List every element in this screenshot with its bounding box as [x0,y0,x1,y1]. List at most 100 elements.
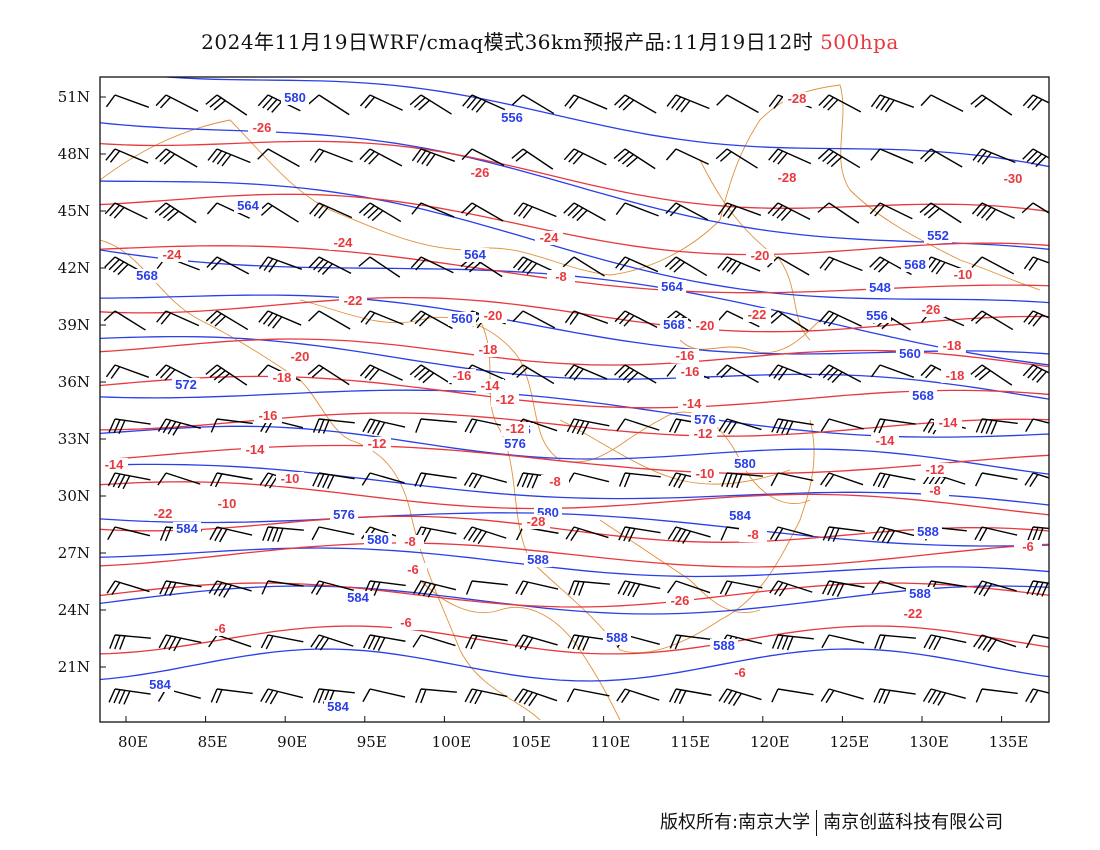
longitude-axis: 80E 85E 90E 95E 100E 105E 110E 115E 120E 125E 130E… [118,716,1028,751]
height-contour [159,77,1049,168]
lat-tick-label: 27N [58,544,90,562]
temperature-label: -26 [922,302,941,317]
height-label-bg [710,639,738,653]
temperature-contour-labels: -26-28-30-28-26-24-24-24-22-22-20-20-20-… [100,91,1042,680]
temperature-label: -24 [163,247,183,262]
temp-label-bg [213,497,241,511]
temperature-contour [100,338,1049,368]
wind-barb [563,202,606,222]
wind-barb [870,148,914,164]
wind-barb [511,364,555,385]
wind-barb [511,148,554,170]
wind-barb [312,418,355,434]
temperature-label: -10 [218,496,237,511]
temp-label-bg [678,397,706,411]
height-label-bg [448,312,476,326]
height-label: 564 [464,247,486,262]
wind-barb [873,418,916,434]
wind-barb [818,310,862,327]
height-label-bg [914,525,942,539]
temperature-label: -12 [496,392,515,407]
wind-barb [718,688,762,706]
wind-barb [307,364,350,386]
wind-barb [206,202,250,219]
height-label-bg [524,553,552,567]
temp-label-bg [676,365,704,379]
temperature-label: -8 [747,527,759,542]
temperature-contour [100,193,1049,256]
temp-label-bg [522,515,550,529]
wind-barb [822,526,865,542]
height-label: 560 [451,311,473,326]
wind-barb [412,634,456,648]
height-label: 568 [912,388,934,403]
wind-barb [669,634,712,650]
wind-barb [818,364,862,384]
temperature-label: -20 [291,349,310,364]
temp-label-bg [399,563,427,577]
wind-barb [358,256,401,278]
temp-label-bg [491,393,519,407]
wind-barb [157,418,201,436]
temp-label-bg [921,484,949,498]
wind-barb [771,418,814,435]
wind-barb [618,472,661,488]
wind-barb [258,310,302,329]
lon-tick-label: 90E [277,733,307,751]
boundary-line [299,299,811,504]
wind-barb [310,634,354,651]
wind-barb [820,472,864,487]
lat-tick-label: 39N [58,316,90,334]
wind-barb [411,148,456,167]
temperature-label: -8 [555,269,567,284]
wind-barb [972,148,1016,165]
wind-barb [616,688,660,704]
height-label-bg [691,413,719,427]
height-label: 588 [606,630,628,645]
temp-label-bg [206,622,234,636]
temperature-contour [100,625,1049,655]
wind-barb [465,580,508,595]
wind-barb [260,634,304,650]
height-contour [100,512,1049,547]
wind-barb [614,310,658,328]
temperature-label: -6 [214,621,226,636]
temperature-label: -6 [1022,539,1034,554]
wind-barb [461,202,504,222]
wind-barb [970,310,1014,331]
copyright-footer: 版权所有:南京大学 南京创蓝科技有限公司 [660,808,1003,836]
wind-barb [105,148,149,164]
temp-label-bg [934,416,962,430]
temperature-label: -14 [939,415,959,430]
wind-barb [159,580,202,597]
temp-label-bg [949,268,977,282]
height-contour [100,294,1049,355]
wind-barb [414,472,457,488]
wind-barb [106,580,150,596]
temperature-label: -26 [671,593,690,608]
wind-barb [205,364,248,386]
height-label: 564 [237,198,259,213]
height-contour [100,585,1049,615]
wind-barb [767,202,811,221]
wind-barb [819,256,863,272]
wind-barb [307,94,350,116]
wind-barb [103,310,146,331]
wind-barb [511,94,555,115]
height-label-bg [234,199,262,213]
wind-barb [975,472,1018,487]
wind-barb [614,94,657,114]
lon-tick-label: 105E [511,733,551,751]
temperature-label: -16 [676,348,695,363]
height-label-bg [660,318,688,332]
wind-barb [210,418,253,433]
temp-label-bg [392,616,420,630]
height-label: 588 [909,586,931,601]
wind-barb [210,472,253,488]
wind-barb [358,202,402,223]
wind-barb [410,256,454,274]
wind-barb [821,634,865,649]
wind-barb [770,472,814,487]
wind-barb [872,472,916,489]
wind-barb [155,148,198,168]
